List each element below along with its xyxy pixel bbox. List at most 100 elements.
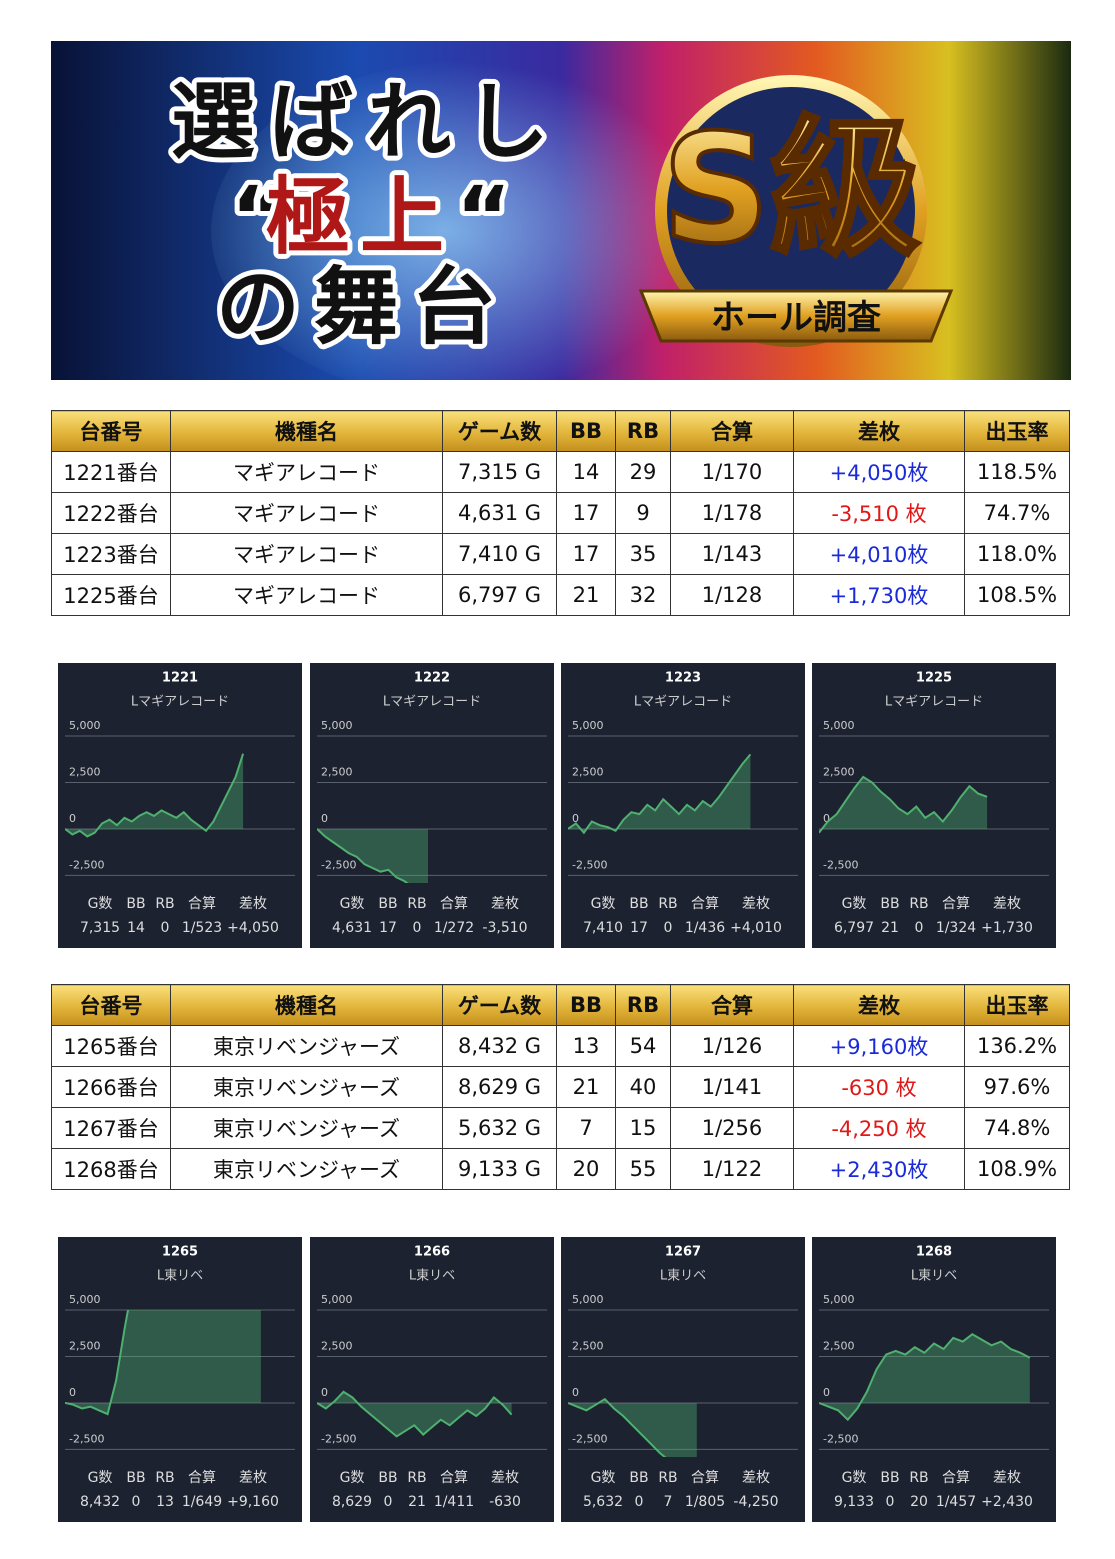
- cell: 21: [556, 1066, 616, 1108]
- cell: 40: [615, 1066, 671, 1108]
- cell: マギアレコード: [170, 533, 443, 575]
- y-tick-label: 5,000: [321, 719, 353, 732]
- cell: 1223番台: [51, 533, 171, 575]
- row: 1265番台 東京リベンジャーズ 8,432 G 13 54 1/126 +9,160枚 13…: [51, 1025, 1070, 1067]
- line: [65, 1310, 130, 1416]
- stat-value: 0: [413, 920, 422, 936]
- banner-line2: 極上: [266, 168, 454, 266]
- row: 1225番台 マギアレコード 6,797 G 21 32 1/128 +1,730枚 108.…: [51, 574, 1070, 616]
- stat-label: G数: [340, 1470, 365, 1486]
- banner: 選ばれし “ 極上 “ の舞台 S級 ホール調査: [51, 41, 1071, 380]
- y-tick-label: 5,000: [69, 1293, 101, 1306]
- chart-subtitle: L東リベ: [409, 1268, 455, 1284]
- cell: 74.8%: [964, 1107, 1070, 1149]
- cell: 8,629 G: [442, 1066, 557, 1108]
- cell: 7: [556, 1107, 616, 1149]
- chart-title: 1221: [162, 671, 198, 686]
- cell: 東京リベンジャーズ: [170, 1148, 443, 1190]
- header-cell: 出玉率: [964, 984, 1070, 1026]
- stat-value: 0: [886, 1494, 895, 1510]
- stat-label: RB: [155, 896, 174, 912]
- panel-bg: [561, 663, 805, 948]
- line: [568, 1397, 667, 1457]
- header-cell: RB: [615, 410, 671, 452]
- stat-label: G数: [842, 896, 867, 912]
- row: 1221番台 マギアレコード 7,315 G 14 29 1/170 +4,050枚 118.…: [51, 451, 1070, 493]
- stat-label: RB: [658, 1470, 677, 1486]
- cell: 1/128: [670, 574, 794, 616]
- panel-bg: [812, 1237, 1056, 1522]
- line: [819, 1332, 1031, 1422]
- cell: マギアレコード: [170, 574, 443, 616]
- area: [65, 1310, 261, 1415]
- header-row: 台番号 機種名 ゲーム数 BB RB 合算 差枚 出玉率: [51, 410, 1070, 452]
- stat-value: +4,050: [227, 920, 279, 936]
- stat-value: 4,631: [332, 920, 372, 936]
- y-tick-label: 0: [321, 1386, 328, 1399]
- cell: 13: [556, 1025, 616, 1067]
- stat-value: 6,797: [834, 920, 874, 936]
- stat-value: -630: [489, 1494, 521, 1510]
- ribbon: [638, 289, 954, 343]
- chart-subtitle: Lマギアレコード: [885, 695, 983, 710]
- row: 1222番台 マギアレコード 4,631 G 17 9 1/178 -3,510 枚 74.7…: [51, 492, 1070, 534]
- cell: 東京リベンジャーズ: [170, 1107, 443, 1149]
- y-tick-label: -2,500: [823, 1432, 858, 1445]
- chart-subtitle: Lマギアレコード: [131, 695, 229, 710]
- cell: 1/256: [670, 1107, 794, 1149]
- panel-bg: [561, 1237, 805, 1522]
- stat-label: RB: [155, 1470, 174, 1486]
- ribbon-text: ホール調査: [711, 298, 881, 338]
- stat-label: RB: [909, 1470, 928, 1486]
- stat-value: 7: [664, 1494, 673, 1510]
- stat-value: 1/457: [936, 1494, 976, 1510]
- cell: 1/141: [670, 1066, 794, 1108]
- area: [568, 754, 751, 833]
- stat-label: BB: [126, 1470, 145, 1486]
- chart-panel: 1225 Lマギアレコード 5,000 2,500 0 -2,500 G数 6,797 BB 21…: [812, 663, 1056, 948]
- y-tick-label: 0: [823, 1386, 830, 1399]
- area: [317, 828, 428, 883]
- cell: 29: [615, 451, 671, 493]
- stat-label: 合算: [942, 896, 970, 912]
- panel-bg: [310, 1237, 554, 1522]
- banner-quote: “: [456, 168, 511, 266]
- header-cell: 合算: [670, 410, 794, 452]
- cell: 1221番台: [51, 451, 171, 493]
- data-table: 台番号 機種名 ゲーム数 BB RB 合算 差枚 出玉率 1221番台 マギアレコード 7,315 …: [51, 410, 1070, 616]
- y-tick-label: 0: [572, 812, 579, 825]
- chart-title: 1268: [916, 1245, 952, 1260]
- y-tick-label: 0: [69, 812, 76, 825]
- cell: 97.6%: [964, 1066, 1070, 1108]
- header-cell: 出玉率: [964, 410, 1070, 452]
- cell: 5,632 G: [442, 1107, 557, 1149]
- stat-value: 21: [881, 920, 899, 936]
- stat-label: 合算: [188, 896, 216, 912]
- cell: +9,160枚: [793, 1025, 965, 1067]
- stat-label: 合算: [440, 896, 468, 912]
- cell: 1222番台: [51, 492, 171, 534]
- cell: 54: [615, 1025, 671, 1067]
- chart-subtitle: Lマギアレコード: [383, 695, 481, 710]
- chart-title: 1266: [414, 1245, 450, 1260]
- cell: 9,133 G: [442, 1148, 557, 1190]
- header-cell: 台番号: [51, 410, 171, 452]
- header-cell: 台番号: [51, 984, 171, 1026]
- stat-value: 5,632: [583, 1494, 623, 1510]
- stat-label: BB: [880, 1470, 899, 1486]
- chart-subtitle: L東リベ: [157, 1268, 203, 1284]
- y-tick-label: 5,000: [321, 1293, 353, 1306]
- cell: 108.9%: [964, 1148, 1070, 1190]
- cell: 1/143: [670, 533, 794, 575]
- stat-label: 合算: [691, 896, 719, 912]
- cell: 4,631 G: [442, 492, 557, 534]
- y-tick-label: 2,500: [572, 765, 604, 778]
- cell: +1,730枚: [793, 574, 965, 616]
- y-tick-label: 2,500: [69, 765, 101, 778]
- y-tick-label: -2,500: [69, 1432, 104, 1445]
- stat-value: 17: [379, 920, 397, 936]
- area: [568, 1399, 697, 1457]
- cell: 21: [556, 574, 616, 616]
- stat-value: 0: [915, 920, 924, 936]
- stat-value: 7,315: [80, 920, 120, 936]
